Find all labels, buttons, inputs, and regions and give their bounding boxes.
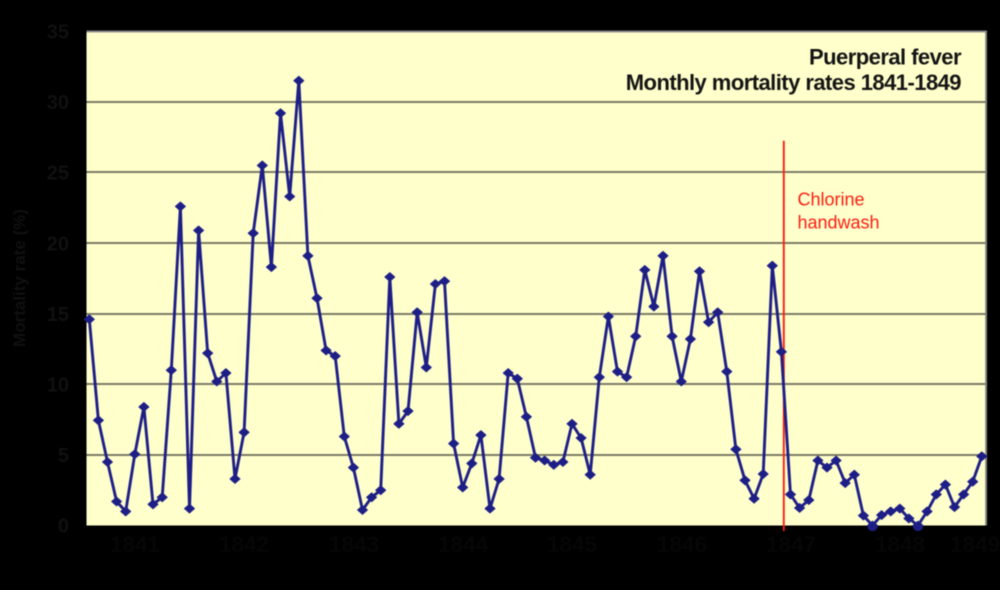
svg-text:5: 5 — [58, 445, 69, 467]
svg-text:Mortality rate (%): Mortality rate (%) — [10, 209, 29, 347]
svg-text:1842: 1842 — [219, 532, 269, 557]
svg-text:30: 30 — [47, 92, 69, 114]
svg-text:10: 10 — [47, 375, 69, 397]
svg-text:1846: 1846 — [657, 532, 707, 557]
svg-text:1844: 1844 — [438, 532, 489, 557]
svg-text:Monthly mortality rates 1841-1: Monthly mortality rates 1841-1849 — [626, 70, 962, 95]
svg-text:0: 0 — [58, 516, 69, 538]
svg-text:1847: 1847 — [766, 532, 816, 557]
svg-text:1849: 1849 — [950, 532, 1000, 557]
svg-text:Chlorine: Chlorine — [798, 189, 865, 209]
svg-text:1843: 1843 — [329, 532, 379, 557]
svg-text:handwash: handwash — [798, 213, 880, 233]
svg-text:15: 15 — [47, 304, 69, 326]
svg-text:Puerperal fever: Puerperal fever — [809, 45, 962, 70]
svg-text:35: 35 — [47, 22, 69, 44]
svg-text:20: 20 — [47, 233, 69, 255]
svg-text:1848: 1848 — [875, 532, 925, 557]
svg-text:1845: 1845 — [547, 532, 597, 557]
svg-text:1841: 1841 — [110, 532, 160, 557]
svg-text:25: 25 — [47, 163, 69, 185]
